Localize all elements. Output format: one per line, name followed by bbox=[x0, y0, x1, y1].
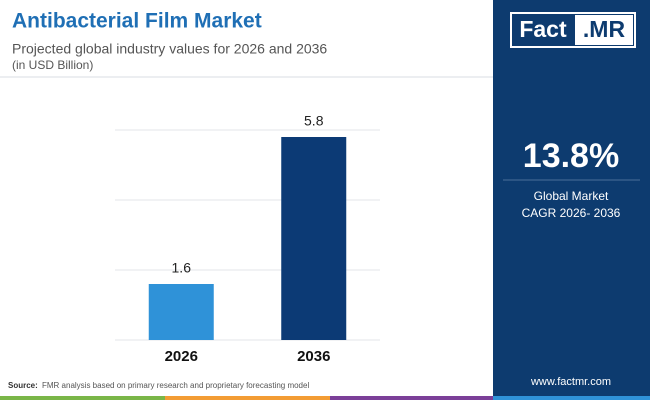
x-tick-label: 2026 bbox=[165, 348, 198, 365]
brand-left: Fact bbox=[519, 16, 567, 42]
side-panel bbox=[493, 0, 650, 396]
unit-note: (in USD Billion) bbox=[12, 58, 93, 72]
stripe bbox=[493, 396, 650, 400]
stripe bbox=[330, 396, 493, 400]
logo-box bbox=[575, 15, 633, 45]
chart-title: Antibacterial Film Market bbox=[12, 10, 262, 33]
source-text: FMR analysis based on primary research a… bbox=[42, 381, 309, 390]
value-label: 1.6 bbox=[172, 260, 192, 276]
website: www.factmr.com bbox=[530, 376, 611, 388]
x-tick-label: 2036 bbox=[297, 348, 330, 365]
brand-right: .MR bbox=[583, 16, 626, 42]
cagr-label: CAGR 2026- 2036 bbox=[522, 206, 621, 220]
bar bbox=[148, 284, 214, 340]
logo-frame bbox=[510, 12, 636, 48]
cagr-label: Global Market bbox=[534, 189, 609, 203]
chart-subtitle: Projected global industry values for 202… bbox=[12, 41, 327, 57]
source-label: Source: bbox=[8, 381, 38, 390]
stripe bbox=[165, 396, 330, 400]
value-label: 5.8 bbox=[304, 113, 324, 129]
stripe bbox=[0, 396, 165, 400]
cagr-value: 13.8% bbox=[523, 137, 619, 175]
bar bbox=[281, 137, 347, 340]
